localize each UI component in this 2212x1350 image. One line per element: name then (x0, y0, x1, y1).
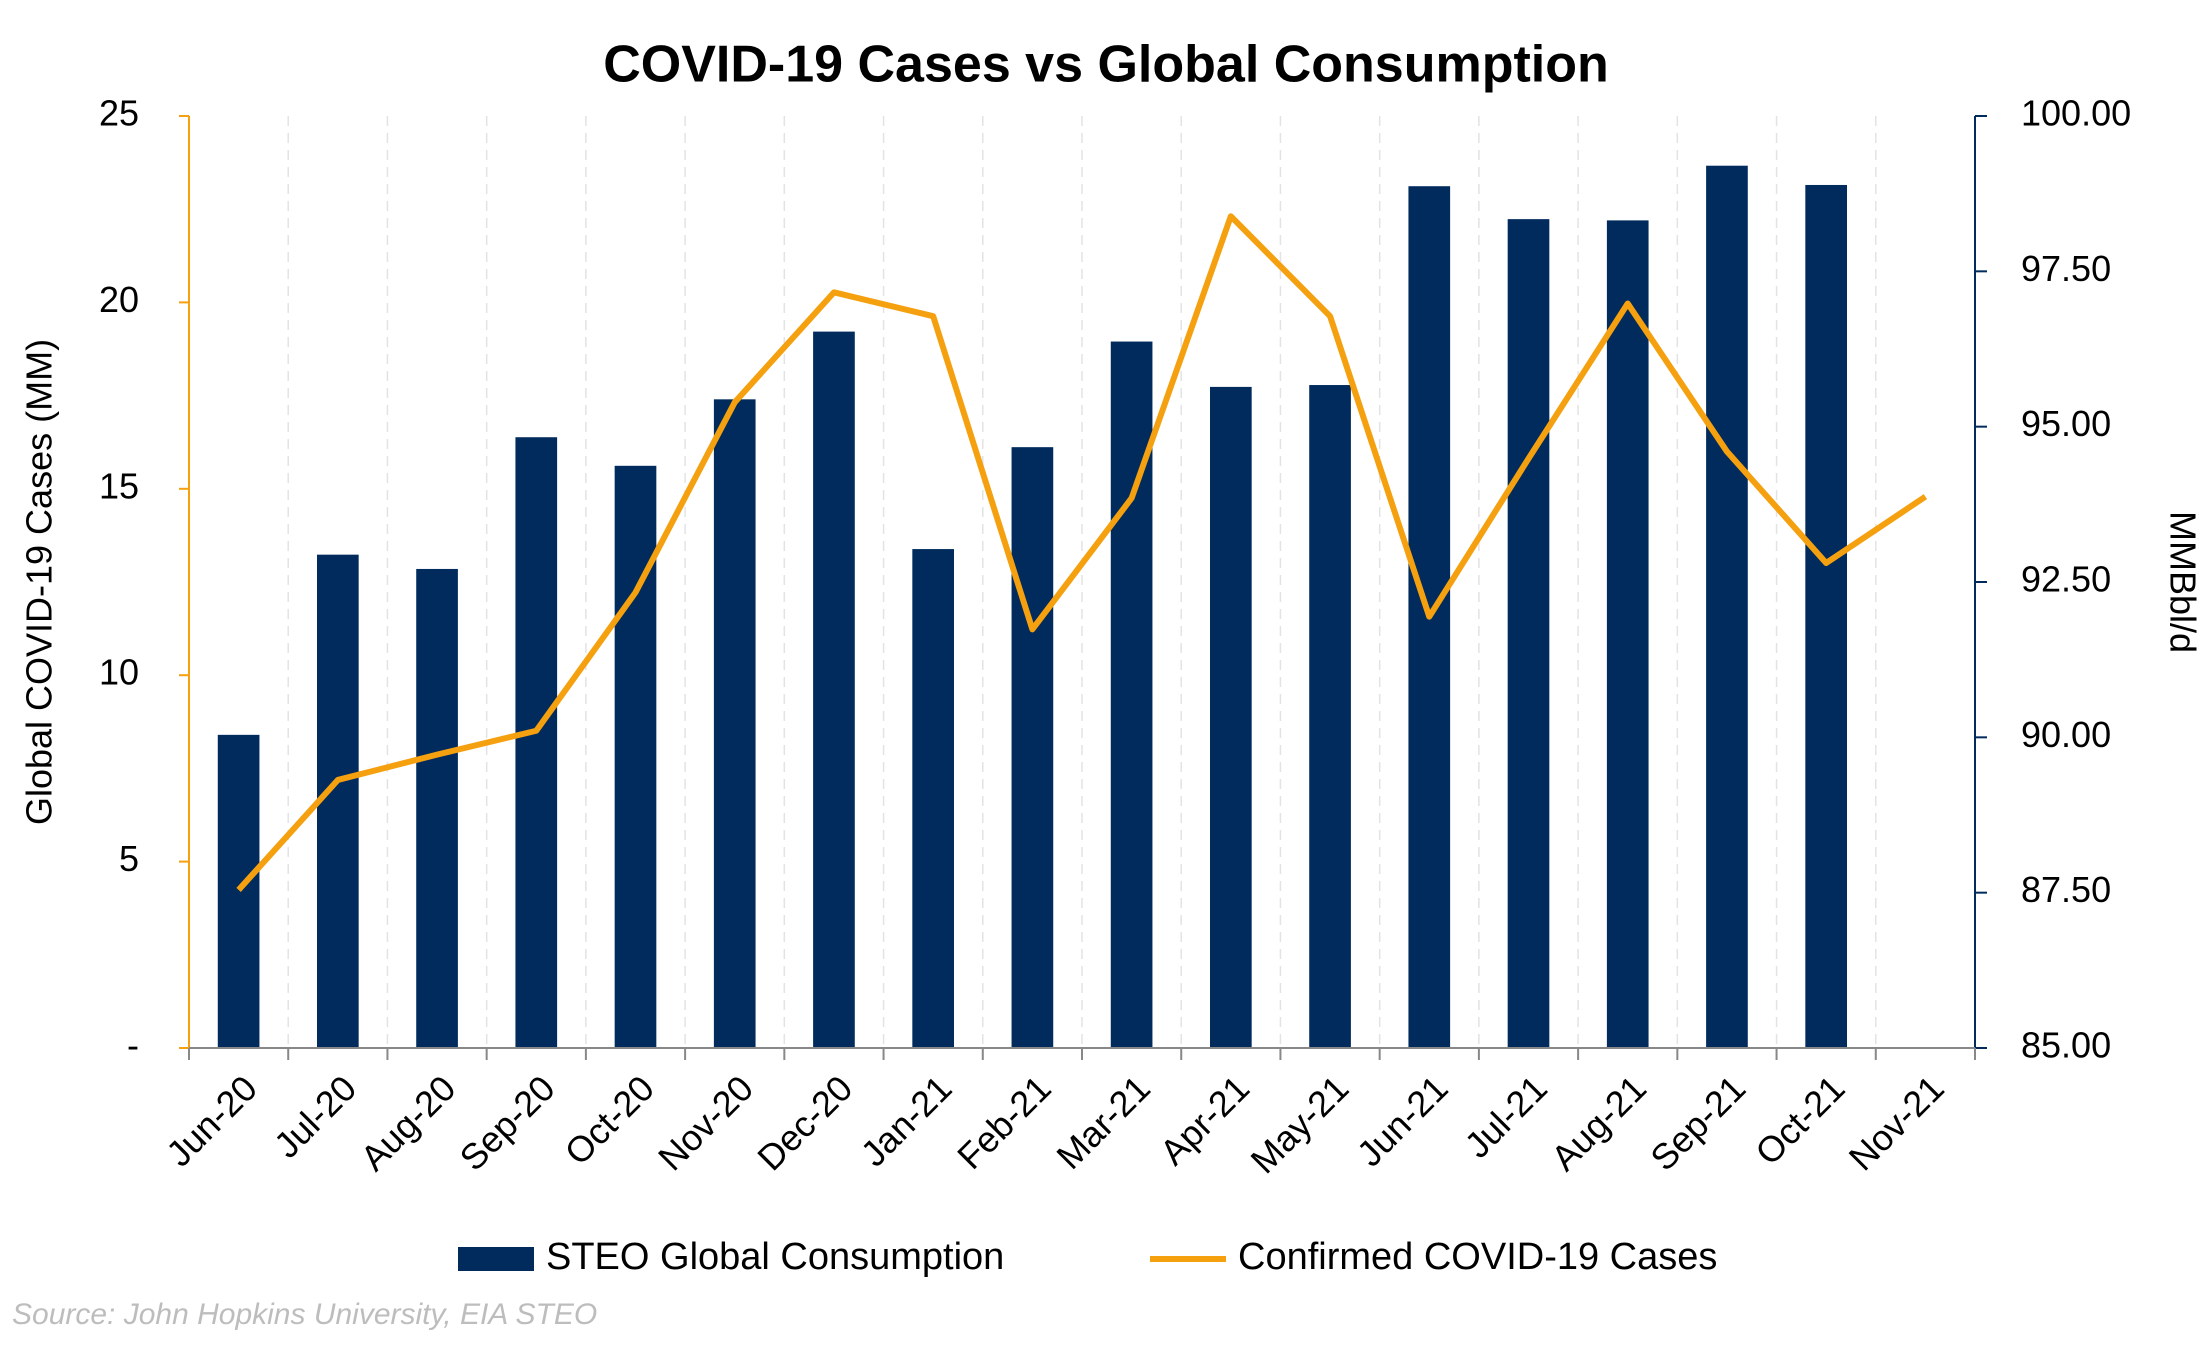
bar (1110, 341, 1153, 1048)
x-tick-label: Oct-20 (556, 1067, 661, 1172)
y-tick-label: 25 (99, 93, 139, 134)
y-tick-label: - (127, 1025, 139, 1066)
x-tick-label: Dec-20 (749, 1067, 860, 1178)
bar (614, 465, 657, 1048)
x-tick-label: Jul-21 (1457, 1067, 1555, 1165)
bar (1805, 184, 1848, 1048)
y2-tick-label: 97.50 (2021, 248, 2111, 289)
x-tick-label: Jun-20 (158, 1067, 265, 1174)
x-tick-label: Nov-21 (1841, 1067, 1952, 1178)
x-tick-label: Apr-21 (1152, 1067, 1257, 1172)
line-series (236, 213, 1928, 892)
x-tick-label: Aug-20 (352, 1067, 463, 1178)
bar (416, 568, 458, 1048)
bar (1606, 220, 1649, 1048)
x-tick-label: Jun-21 (1349, 1067, 1456, 1174)
x-tick-label: Jan-21 (853, 1067, 960, 1174)
chart-title: COVID-19 Cases vs Global Consumption (603, 36, 1609, 94)
x-tick-label: Oct-21 (1747, 1067, 1852, 1172)
x-tick-label: Sep-21 (1642, 1067, 1753, 1178)
x-tick-label: Sep-20 (452, 1067, 563, 1178)
y-tick-label: 10 (99, 652, 139, 693)
x-tick-label: Jul-20 (266, 1067, 364, 1165)
legend-label: Confirmed COVID-19 Cases (1238, 1236, 1717, 1278)
bar (515, 437, 558, 1048)
y-axis-title: Global COVID-19 Cases (MM) (19, 339, 60, 825)
x-tick-label: Aug-21 (1543, 1067, 1654, 1178)
x-tick-label: Nov-20 (650, 1067, 761, 1178)
bar (1309, 385, 1351, 1048)
y2-tick-label: 100.00 (2021, 93, 2131, 134)
y-tick-label: 5 (119, 838, 139, 879)
bar (316, 554, 359, 1048)
bar (912, 549, 955, 1048)
x-tick-label: Mar-21 (1048, 1067, 1158, 1177)
y2-tick-label: 95.00 (2021, 403, 2111, 444)
bar (1011, 447, 1054, 1048)
y-tick-label: 20 (99, 279, 139, 320)
bar (1209, 386, 1252, 1048)
bar (217, 734, 260, 1048)
source-note: Source: John Hopkins University, EIA STE… (12, 1298, 597, 1331)
legend-swatch (458, 1247, 534, 1271)
bar (1706, 165, 1748, 1048)
y2-axis-title: MMBbl/d (2162, 511, 2203, 653)
y2-tick-label: 85.00 (2021, 1025, 2111, 1066)
y2-tick-label: 87.50 (2021, 869, 2111, 910)
legend-label: STEO Global Consumption (546, 1236, 1004, 1278)
bar (1507, 219, 1550, 1048)
x-tick-label: Feb-21 (949, 1067, 1059, 1177)
y2-tick-label: 92.50 (2021, 559, 2111, 600)
y2-tick-label: 90.00 (2021, 714, 2111, 755)
bar (713, 399, 756, 1048)
bar (813, 331, 855, 1048)
x-tick-label: May-21 (1243, 1067, 1357, 1181)
y-tick-label: 15 (99, 465, 139, 506)
